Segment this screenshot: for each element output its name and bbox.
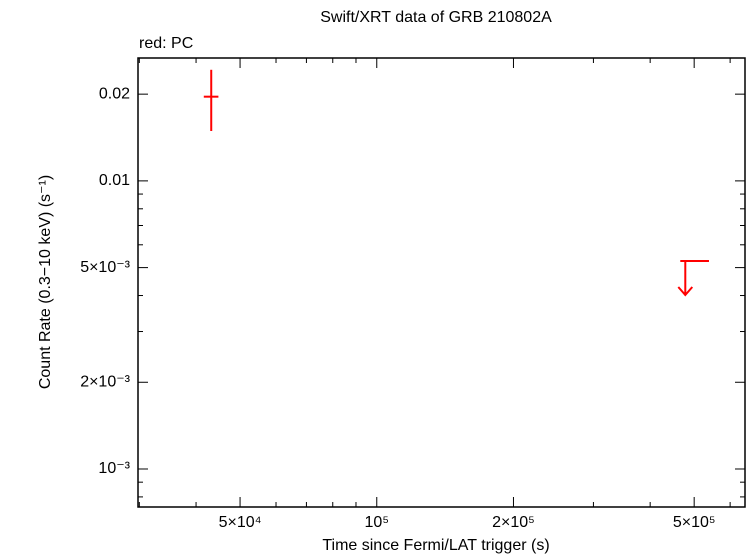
- y-tick-label: 5×10⁻³: [80, 259, 130, 276]
- y-tick-label: 10⁻³: [98, 460, 130, 477]
- chart-title: Swift/XRT data of GRB 210802A: [320, 9, 552, 26]
- x-axis-label: Time since Fermi/LAT trigger (s): [322, 537, 549, 554]
- x-tick-label: 5×10⁴: [219, 514, 262, 531]
- plot-frame: [137, 57, 746, 508]
- x-tick-label: 5×10⁵: [673, 514, 716, 531]
- y-tick-label: 0.01: [99, 172, 130, 189]
- y-axis-label: Count Rate (0.3−10 keV) (s⁻¹): [37, 175, 54, 389]
- upper-limit-arrow: [677, 261, 694, 297]
- x-tick-label: 10⁵: [365, 514, 389, 531]
- chart-subtitle: red: PC: [139, 35, 193, 52]
- x-tick-label: 2×10⁵: [492, 514, 535, 531]
- y-tick-label: 0.02: [99, 85, 130, 102]
- y-tick-label: 2×10⁻³: [80, 373, 130, 390]
